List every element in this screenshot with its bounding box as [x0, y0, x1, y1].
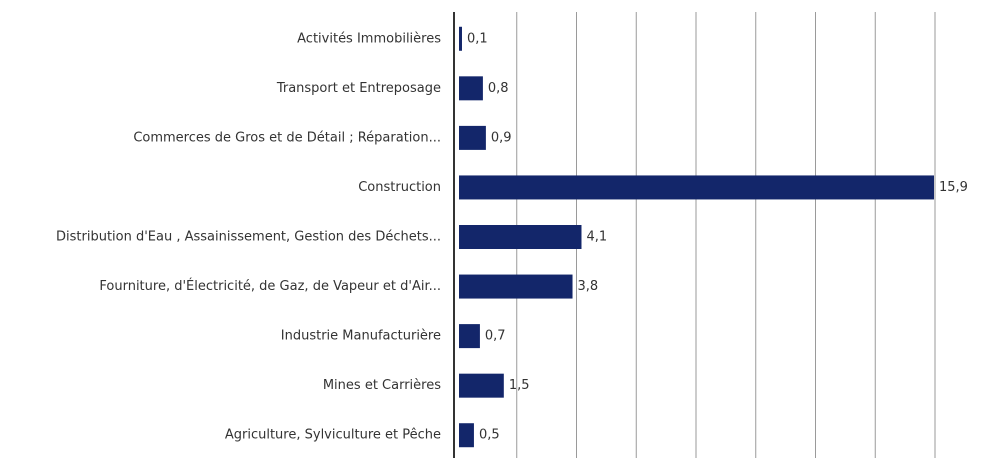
category-label: Fourniture, d'Électricité, de Gaz, de Va…: [99, 278, 441, 294]
category-label: Industrie Manufacturière: [281, 329, 441, 344]
value-label: 0,7: [485, 329, 506, 344]
bar: [459, 125, 486, 150]
bar: [459, 274, 573, 299]
category-label: Mines et Carrières: [323, 378, 441, 393]
value-label: 0,9: [491, 130, 512, 145]
value-label: 0,8: [488, 81, 509, 96]
value-label: 4,1: [586, 230, 607, 245]
bar: [459, 175, 935, 200]
category-label: Construction: [358, 180, 441, 195]
bar: [459, 324, 480, 349]
value-label: 1,5: [509, 378, 530, 393]
bar: [459, 373, 504, 398]
bar: [459, 423, 474, 448]
bar: [459, 26, 462, 51]
category-label: Transport et Entreposage: [276, 81, 441, 96]
category-label: Activités Immobilières: [297, 31, 441, 46]
category-label: Commerces de Gros et de Détail ; Réparat…: [133, 130, 441, 145]
value-label: 0,1: [467, 31, 488, 46]
bar: [459, 76, 483, 101]
value-label: 3,8: [578, 279, 599, 294]
category-label: Agriculture, Sylviculture et Pêche: [225, 428, 441, 443]
category-label: Distribution d'Eau , Assainissement, Ges…: [56, 230, 441, 245]
value-label: 15,9: [939, 180, 968, 195]
bar: [459, 225, 582, 249]
value-label: 0,5: [479, 428, 500, 443]
